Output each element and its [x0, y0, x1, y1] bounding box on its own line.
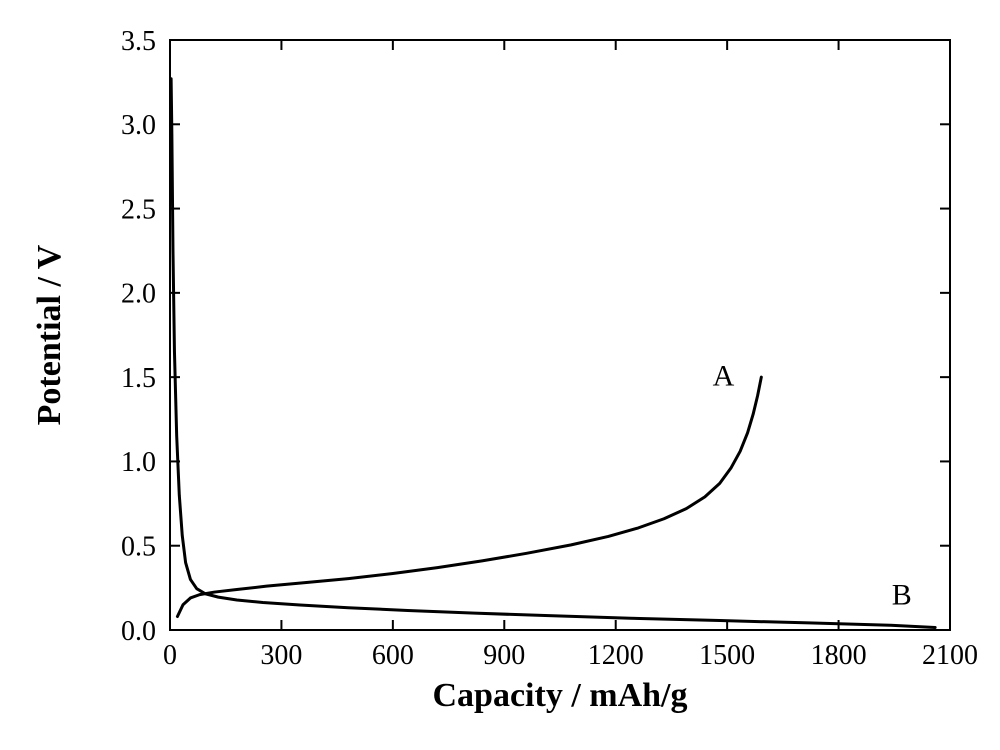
x-tick-label: 900 [483, 640, 525, 671]
y-tick-label: 3.5 [121, 26, 156, 57]
y-tick-label: 2.0 [121, 279, 156, 310]
x-axis-title: Capacity / mAh/g [433, 677, 688, 714]
x-tick-label: 300 [260, 640, 302, 671]
x-tick-label: 1500 [699, 640, 755, 671]
y-tick-label: 3.0 [121, 110, 156, 141]
x-tick-label: 0 [163, 640, 177, 671]
line-chart: 0 300 600 900 1200 1500 1800 2100 0.0 0.5 1.0 1.5 2.… [0, 0, 1000, 750]
series-label-b: B [892, 579, 912, 612]
y-tick-label: 0.0 [121, 616, 156, 647]
x-tick-label: 1800 [811, 640, 867, 671]
chart-container: 0 300 600 900 1200 1500 1800 2100 0.0 0.5 1.0 1.5 2.… [0, 0, 1000, 750]
plot-border [170, 40, 950, 630]
y-tick-label: 2.5 [121, 194, 156, 225]
series-line-b [171, 79, 935, 628]
y-tick-label: 1.0 [121, 447, 156, 478]
x-tick-label: 2100 [922, 640, 978, 671]
y-axis-title: Potential / V [31, 244, 68, 425]
x-tick-label: 600 [372, 640, 414, 671]
y-tick-label: 1.5 [121, 363, 156, 394]
y-tick-label: 0.5 [121, 532, 156, 563]
x-tick-label: 1200 [588, 640, 644, 671]
series-label-a: A [713, 360, 735, 393]
series-line-a [177, 377, 761, 616]
